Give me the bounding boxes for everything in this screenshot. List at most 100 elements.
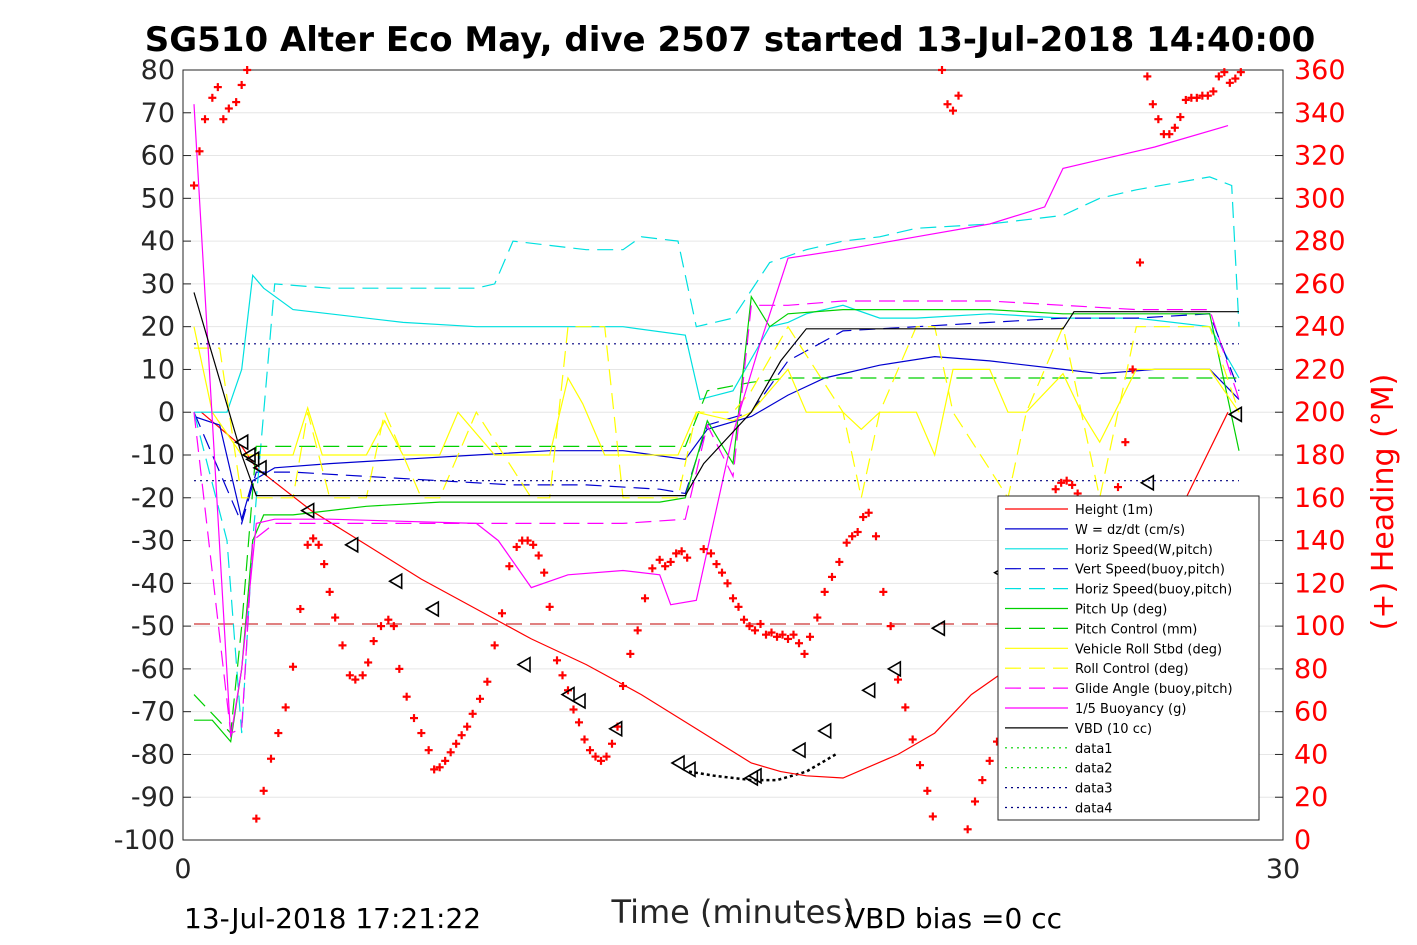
heading-point (908, 735, 917, 744)
series-line-2 (194, 273, 1240, 413)
triangle-marker (560, 686, 575, 703)
heading-point (1057, 478, 1066, 487)
heading-point (417, 729, 426, 738)
heading-point (641, 594, 649, 603)
heading-point (1214, 72, 1223, 81)
heading-point (441, 756, 450, 765)
heading-point (784, 634, 792, 643)
heading-point (677, 547, 686, 556)
heading-point (848, 532, 857, 541)
heading-point (773, 632, 781, 641)
legend-entry: Horiz Speed(W,pitch) (1075, 543, 1213, 558)
series-line-5 (194, 294, 1240, 743)
heading-point (553, 656, 561, 665)
heading-point (232, 98, 241, 107)
heading-point (666, 557, 675, 566)
triangle-marker (300, 502, 315, 520)
triangle-marker (234, 433, 249, 451)
heading-point (864, 508, 873, 517)
triangle-marker (861, 681, 876, 699)
heading-point (410, 714, 418, 723)
y-tick-label: 10 (141, 354, 175, 385)
footer-timestamp: 13-Jul-2018 17:21:22 (184, 902, 481, 935)
heading-point (608, 739, 616, 748)
heading-point (879, 587, 888, 596)
heading-point (828, 572, 836, 581)
y2-tick-label: 160 (1294, 483, 1346, 514)
heading-point (740, 615, 748, 624)
heading-point (734, 602, 743, 611)
heading-point (963, 825, 972, 834)
y-tick-label: 40 (141, 226, 175, 257)
heading-point (463, 722, 472, 731)
heading-point (430, 765, 439, 774)
y2-tick-label: 180 (1294, 440, 1346, 471)
legend-box (997, 495, 1260, 821)
heading-point (529, 540, 538, 549)
legend-entry: VBD (10 cc) (1075, 722, 1152, 737)
y2-tick-label: 240 (1294, 312, 1346, 343)
heading-point (331, 613, 340, 622)
heading-point (586, 746, 594, 755)
series-line-11 (193, 292, 1239, 497)
y2-tick-label: 200 (1294, 397, 1346, 428)
heading-point (978, 776, 987, 785)
triangle-marker (1139, 474, 1155, 492)
triangle-marker (571, 692, 586, 710)
legend-entry: Glide Angle (buoy,pitch) (1075, 682, 1233, 697)
heading-point (1181, 95, 1190, 104)
legend: Height (1m) W = dz/dt (cm/s) Horiz Speed(W… (997, 495, 1260, 821)
heading-point (923, 786, 932, 795)
heading-point (338, 641, 347, 650)
y-tick-label: 0 (158, 397, 175, 428)
y-tick-label: 30 (141, 269, 175, 300)
heading-point (267, 754, 275, 763)
heading-point (377, 622, 385, 631)
heading-point (894, 675, 902, 684)
heading-point (661, 562, 670, 571)
heading-point (813, 613, 822, 622)
heading-point (597, 756, 605, 765)
heading-point (201, 115, 209, 124)
heading-point (558, 671, 567, 680)
heading-point (452, 739, 461, 748)
legend-entry: data1 (1075, 742, 1113, 757)
heading-point (505, 562, 514, 571)
heading-point (575, 718, 583, 727)
heading-point (842, 538, 851, 547)
y2-tick-label: 300 (1294, 183, 1346, 214)
heading-point (648, 564, 657, 573)
heading-point (384, 615, 393, 624)
legend-entry: W = dz/dt (cm/s) (1075, 523, 1185, 538)
heading-point (274, 729, 283, 738)
triangle-marker (252, 459, 267, 477)
heading-point (762, 630, 770, 639)
heading-point (281, 703, 290, 712)
series-line-9 (193, 300, 1240, 734)
heading-point (314, 540, 323, 549)
y2-tick-label: 40 (1294, 739, 1328, 770)
heading-point (580, 735, 589, 744)
heading-point (938, 66, 946, 74)
y2-tick-label: 360 (1294, 55, 1346, 86)
heading-point (296, 605, 305, 613)
y-tick-label: 80 (141, 55, 175, 86)
y-tick-label: -90 (131, 782, 175, 813)
heading-point (1114, 483, 1122, 492)
heading-point (446, 748, 455, 757)
y-tick-label: 60 (141, 141, 175, 172)
heading-point (523, 536, 532, 545)
heading-point (237, 80, 246, 89)
heading-point (195, 147, 204, 156)
heading-point (351, 675, 360, 684)
heading-point (853, 528, 862, 536)
heading-point (723, 579, 732, 588)
heading-point (534, 551, 543, 560)
heading-point (800, 649, 809, 658)
triangle-marker (516, 656, 531, 674)
legend-entry: data3 (1075, 782, 1113, 797)
y-tick-label: -10 (131, 440, 175, 471)
heading-point (1170, 123, 1179, 132)
heading-point (325, 587, 334, 596)
